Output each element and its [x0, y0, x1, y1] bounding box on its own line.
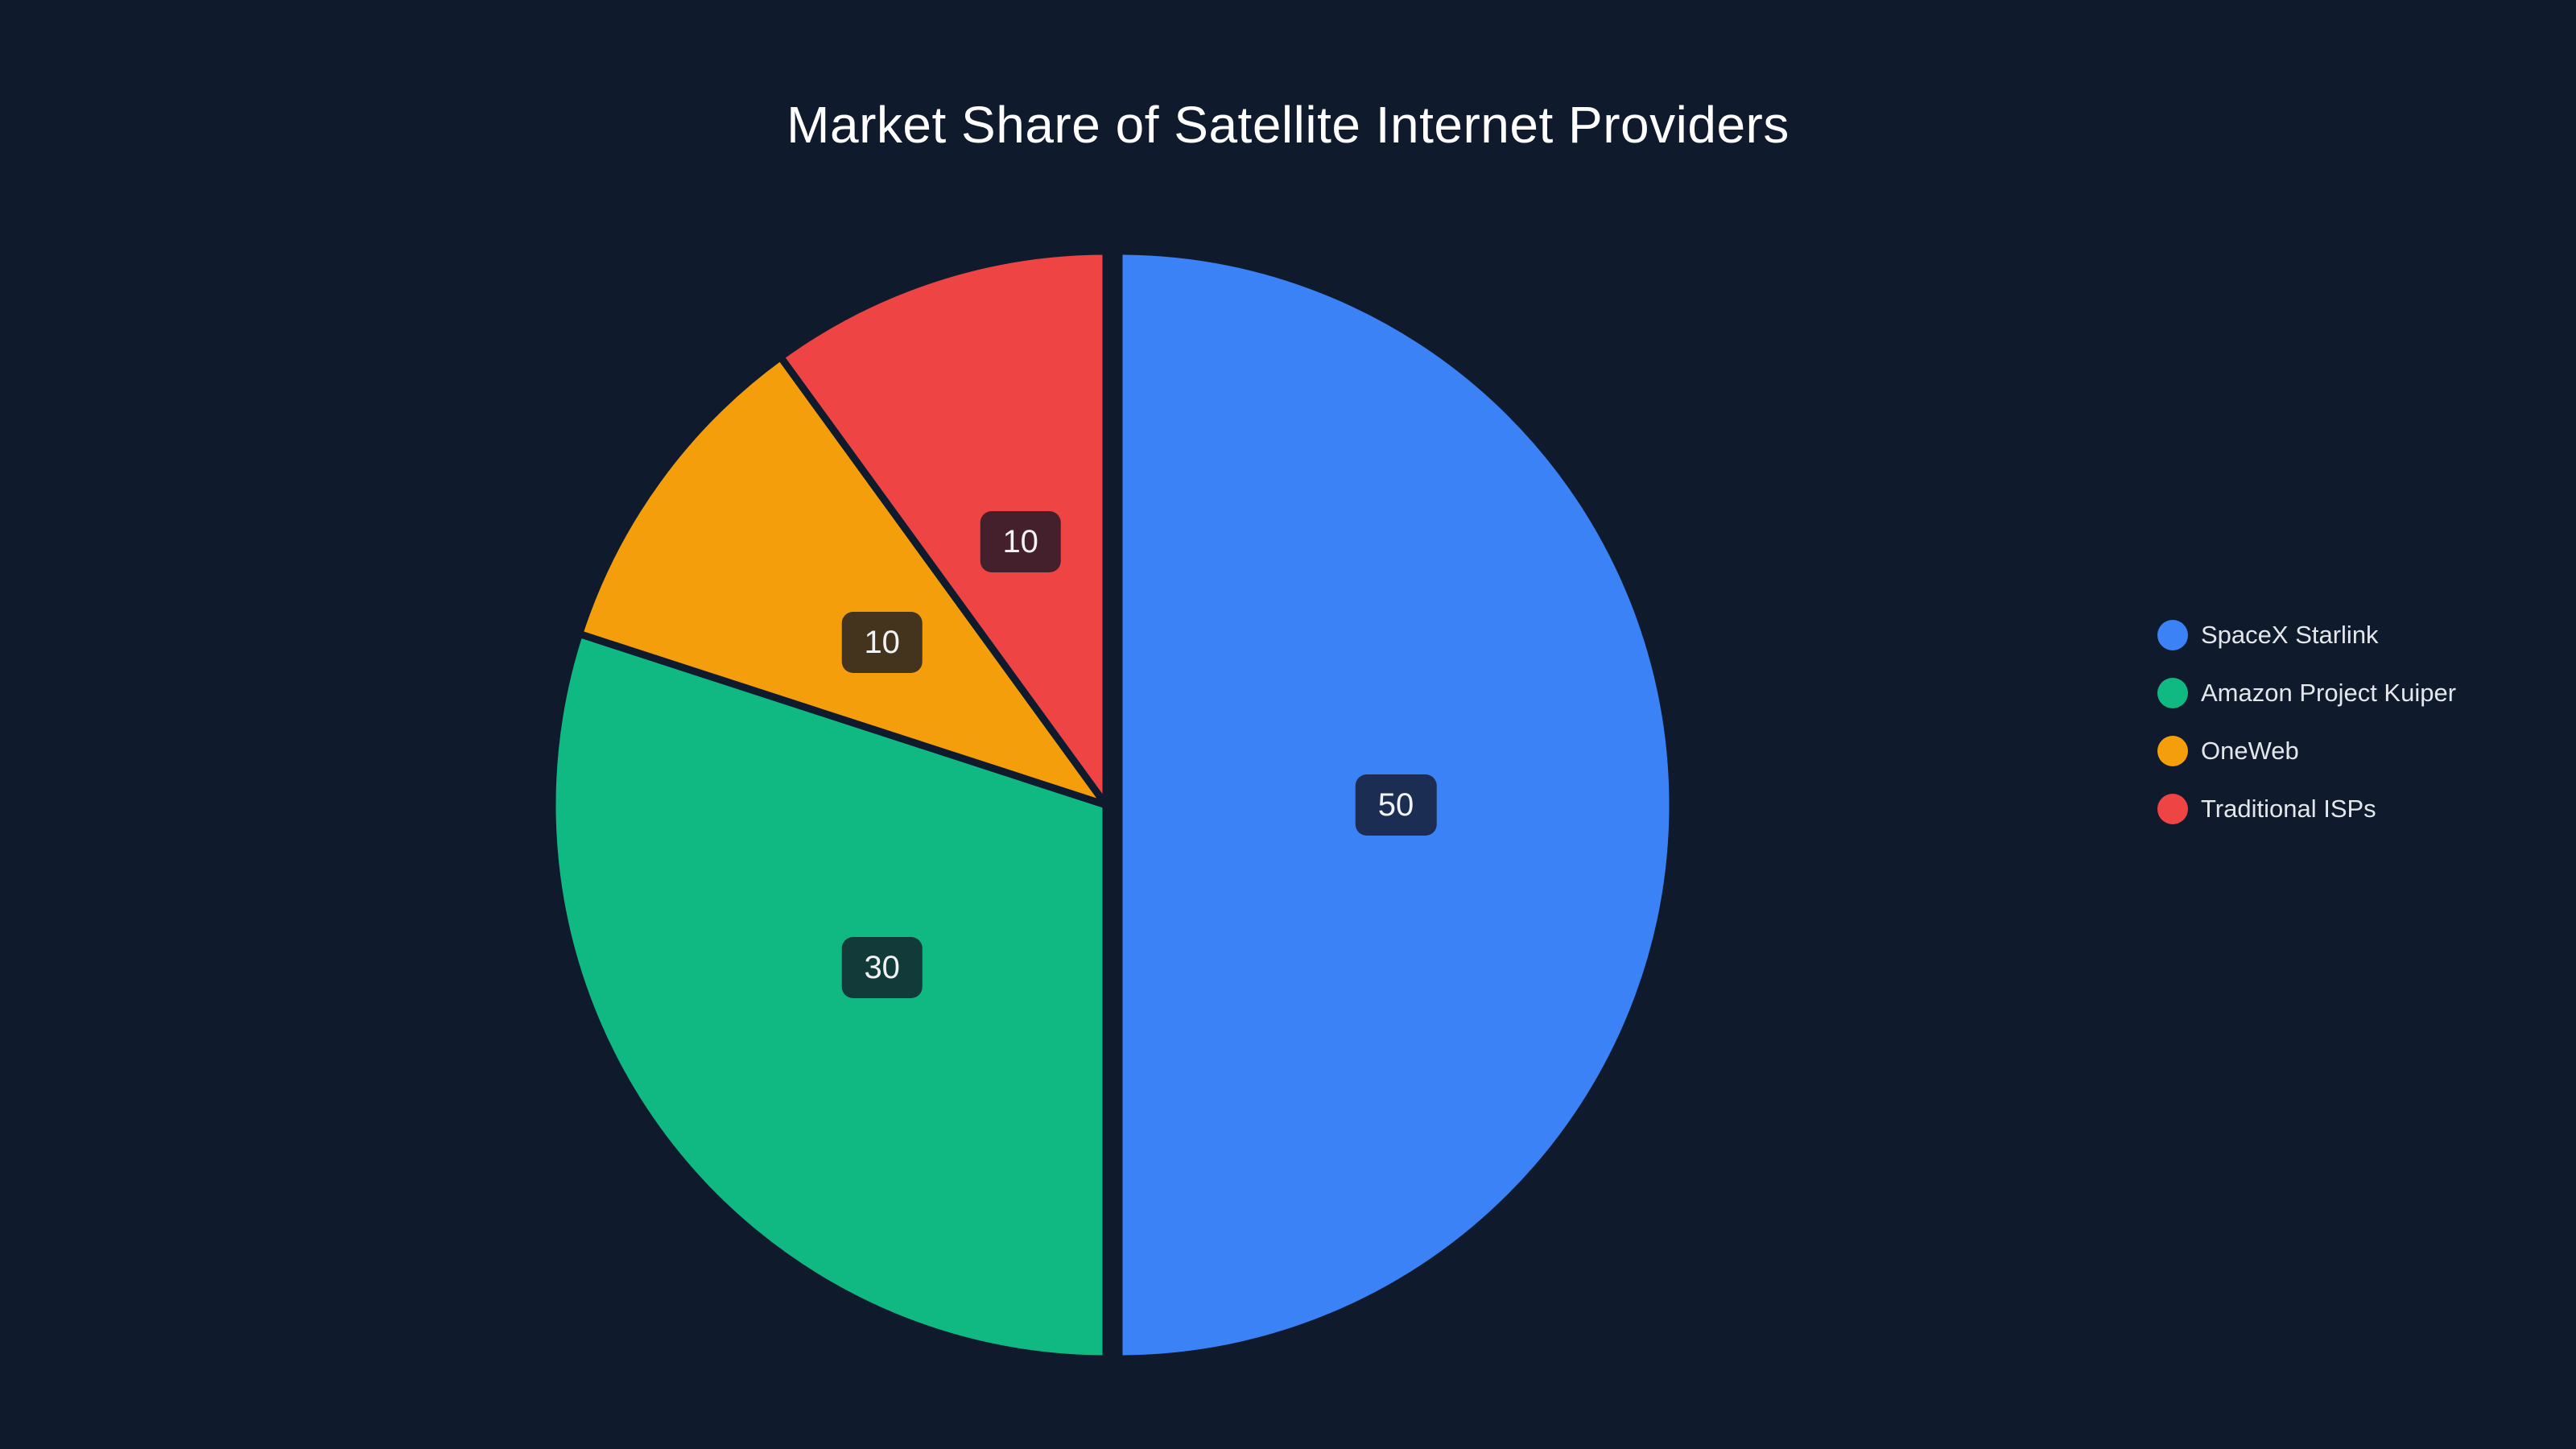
legend-dot-spacex-starlink: [2157, 620, 2188, 650]
legend-label: Amazon Project Kuiper: [2201, 679, 2457, 707]
legend-label: SpaceX Starlink: [2201, 621, 2379, 649]
legend-label: Traditional ISPs: [2201, 795, 2376, 823]
legend-dot-amazon-project-kuiper: [2157, 678, 2188, 708]
legend-label: OneWeb: [2201, 737, 2299, 765]
pie-slice-spacex-starlink[interactable]: [1115, 247, 1677, 1363]
legend-dot-traditional-isps: [2157, 794, 2188, 824]
legend-item-spacex-starlink[interactable]: SpaceX Starlink: [2157, 620, 2456, 650]
chart-title: Market Share of Satellite Internet Provi…: [786, 96, 1790, 154]
legend-item-traditional-isps[interactable]: Traditional ISPs: [2157, 794, 2456, 824]
pie-slice-oneweb[interactable]: [576, 353, 1110, 809]
legend-dot-oneweb: [2157, 736, 2188, 766]
legend: SpaceX Starlink Amazon Project Kuiper OneW…: [2157, 620, 2456, 824]
pie-slice-traditional-isps[interactable]: [777, 247, 1110, 809]
legend-item-amazon-project-kuiper[interactable]: Amazon Project Kuiper: [2157, 678, 2456, 708]
pie-slice-amazon-project-kuiper[interactable]: [548, 630, 1110, 1363]
legend-item-oneweb[interactable]: OneWeb: [2157, 736, 2456, 766]
